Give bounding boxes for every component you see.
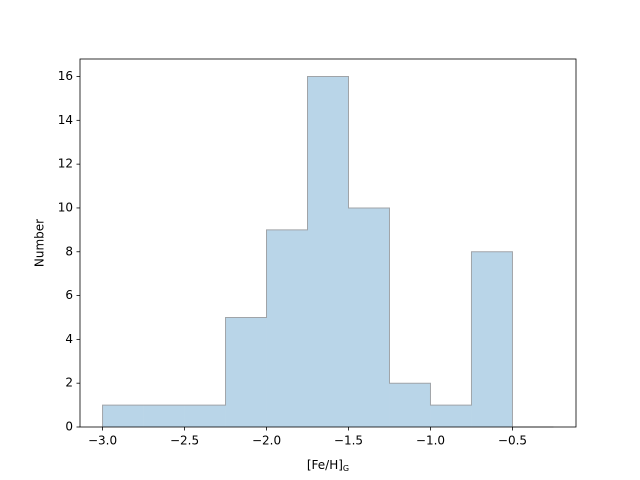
histogram-bar [348,207,390,427]
x-tick-label: −1.5 [334,434,363,448]
x-axis-label: [Fe/H]G [307,458,349,473]
histogram-outline [102,76,554,428]
x-tick-label: −2.5 [170,434,199,448]
y-tick-label: 10 [58,200,73,214]
x-tick-label: −3.0 [88,434,117,448]
y-tick-label: 8 [65,244,73,258]
x-axis-label-main: [Fe/H] [307,458,343,472]
histogram-bar [307,76,349,428]
histogram-bar [102,405,144,427]
histogram-bar [471,251,513,427]
y-tick-label: 2 [65,376,73,390]
histogram-bar [389,383,431,427]
axes-frame [79,58,577,428]
histogram-bar [143,405,185,427]
histogram-bar [184,405,226,427]
y-tick-label: 6 [65,288,73,302]
x-tick-label: −1.0 [416,434,445,448]
x-axis-label-subscript: G [343,464,349,473]
y-tick-label: 0 [65,420,73,434]
x-tick-label: −0.5 [498,434,527,448]
histogram-bar [225,317,267,427]
y-axis-label: Number [33,219,47,267]
x-tick-label: −2.0 [252,434,281,448]
y-tick-label: 4 [65,332,73,346]
histogram-bar [430,405,472,427]
histogram-bar [266,229,308,427]
y-tick-label: 16 [58,69,73,83]
y-tick-label: 12 [58,157,73,171]
y-tick-label: 14 [58,113,73,127]
